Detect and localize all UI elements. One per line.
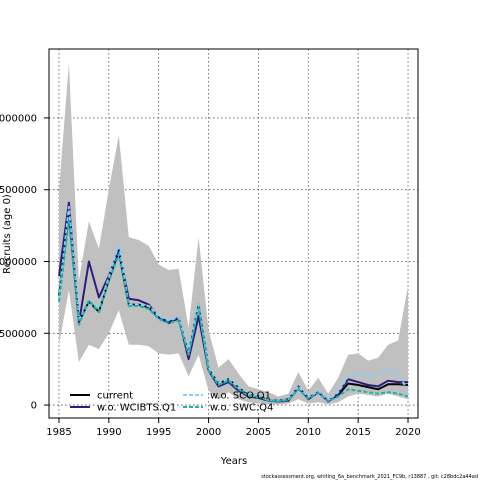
y-tick-label: 500000 — [0, 329, 37, 340]
x-tick-label: 2000 — [196, 427, 221, 438]
series-line-w-o-sco-q1 — [58, 205, 409, 402]
y-axis: 0 500000 1000000 1500000 2000000 — [0, 113, 49, 412]
x-tick-label: 2020 — [395, 427, 420, 438]
x-tick-label: 2010 — [296, 427, 321, 438]
series-line-w-o-swc-q4 — [58, 218, 409, 403]
series-lines — [58, 201, 409, 403]
legend-label: w.o. SCO.Q1 — [210, 391, 271, 402]
plot-frame — [48, 48, 419, 419]
x-tick-label: 2005 — [246, 427, 271, 438]
footnote: stockassessment.org, whiting_6a_benchmar… — [261, 474, 478, 480]
series-line-w-o-wcibts-q1 — [58, 201, 408, 403]
x-tick-label: 2015 — [345, 427, 370, 438]
y-tick-label: 0 — [31, 401, 37, 412]
x-axis: 1985 1990 1995 2000 2005 2010 2015 2020 — [46, 418, 421, 438]
legend-label: w.o. SWC.Q4 — [210, 403, 273, 414]
x-axis-title: Years — [220, 456, 247, 467]
legend-label: current — [97, 391, 133, 402]
confidence-band — [59, 63, 408, 405]
y-tick-label: 1500000 — [0, 185, 37, 196]
y-axis-title: Recruits (age 0) — [2, 194, 13, 274]
y-tick-label: 2000000 — [0, 113, 37, 124]
x-tick-label: 1995 — [146, 427, 171, 438]
y-tick-label: 1000000 — [0, 257, 37, 268]
legend-label: w.o. WCIBTS.Q1 — [97, 403, 176, 414]
x-tick-label: 1990 — [96, 427, 121, 438]
x-tick-label: 1985 — [46, 427, 71, 438]
